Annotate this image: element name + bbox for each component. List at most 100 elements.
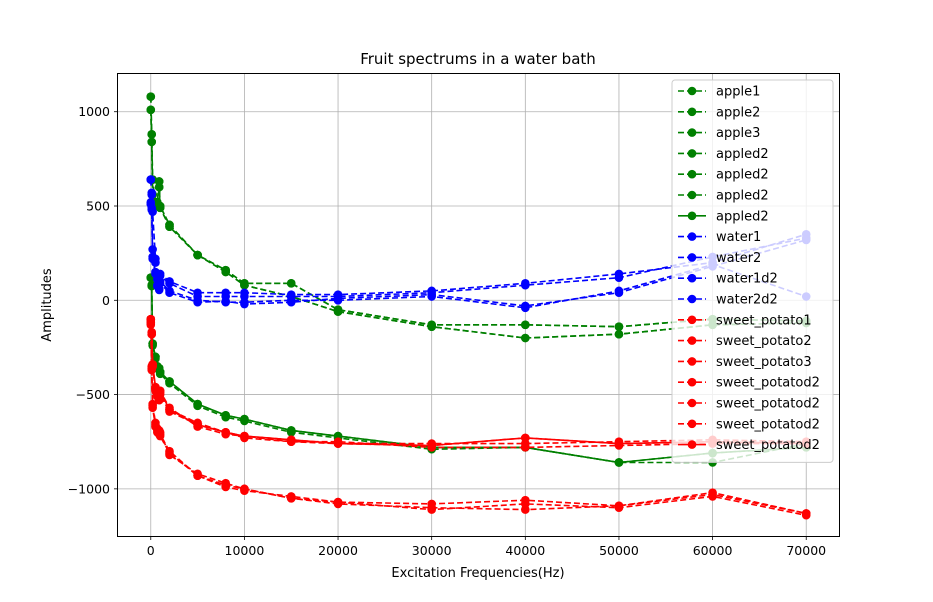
legend-item: sweet_potato1	[678, 313, 812, 328]
data-point	[221, 296, 230, 306]
x-tick-label: 30000	[412, 543, 452, 558]
data-point	[165, 279, 174, 288]
data-point	[240, 280, 249, 290]
data-point	[221, 267, 230, 277]
data-point	[155, 367, 165, 377]
data-point	[221, 478, 230, 488]
x-axis: 0 10000 20000 30000 40000 50000 60000 70000	[147, 536, 826, 558]
y-tick-label: −1000	[68, 481, 110, 496]
legend-marker	[687, 107, 697, 117]
legend-marker	[687, 169, 697, 179]
legend-item: sweet_potatod2	[678, 376, 820, 391]
legend-label: water1	[716, 230, 761, 245]
legend-label: sweet_potatod2	[716, 438, 820, 453]
data-point	[614, 322, 624, 331]
data-point	[147, 130, 157, 139]
x-tick-label: 40000	[505, 543, 545, 558]
data-point	[427, 322, 436, 331]
legend-item: appled2	[678, 209, 769, 224]
data-point	[614, 288, 624, 298]
legend-label: sweet_potatod2	[716, 417, 820, 432]
legend-label: sweet_potato1	[716, 313, 812, 328]
x-tick-label: 70000	[786, 543, 826, 558]
legend-marker	[687, 190, 697, 200]
data-point	[521, 320, 530, 330]
series-sweet_potatod2	[146, 320, 811, 518]
legend-label: appled2	[716, 189, 769, 204]
data-point	[148, 360, 157, 369]
data-point	[801, 509, 811, 518]
data-point	[165, 288, 174, 298]
data-point	[333, 307, 343, 316]
data-point	[193, 297, 202, 307]
legend-label: sweet_potato3	[716, 355, 812, 370]
legend-marker	[687, 128, 697, 137]
legend-item: water2d2	[678, 293, 778, 308]
data-point	[148, 254, 157, 264]
data-point	[147, 190, 157, 199]
data-point	[427, 503, 436, 513]
data-point	[193, 250, 202, 260]
data-point	[521, 505, 530, 514]
data-point	[614, 273, 624, 282]
legend-label: appled2	[716, 147, 769, 162]
legend-marker	[687, 336, 697, 345]
legend-label: sweet_potatod2	[716, 376, 820, 391]
series-line	[150, 179, 807, 298]
data-point	[193, 420, 202, 430]
x-axis-title: Excitation Frequencies(Hz)	[391, 566, 564, 581]
data-point	[151, 269, 160, 279]
legend-item: appled2	[678, 189, 769, 204]
y-tick-label: 1000	[78, 104, 110, 119]
y-tick-label: 0	[102, 293, 110, 308]
data-point	[221, 427, 230, 437]
legend-marker	[687, 315, 697, 325]
chart-title: Fruit spectrums in a water bath	[360, 50, 596, 68]
data-point	[521, 280, 530, 290]
legend-label: water2	[716, 251, 761, 266]
data-point	[240, 484, 249, 494]
data-point	[708, 488, 717, 497]
legend-item: appled2	[678, 168, 769, 183]
legend-label: apple3	[716, 126, 760, 141]
plot-frame	[117, 73, 840, 537]
legend-label: apple1	[716, 85, 760, 100]
data-point	[427, 290, 436, 299]
legend-marker	[687, 398, 697, 408]
legend-marker	[687, 440, 697, 449]
data-point	[427, 441, 436, 450]
data-point	[614, 501, 624, 511]
x-tick-label: 20000	[318, 543, 358, 558]
data-point	[193, 469, 202, 479]
legend-item: water2	[678, 251, 761, 266]
data-point	[521, 301, 530, 311]
data-point	[146, 314, 156, 324]
legend-item: sweet_potato2	[678, 334, 812, 349]
data-point	[614, 329, 624, 339]
data-point	[286, 297, 296, 307]
legend-item: water1	[678, 230, 761, 245]
legend-item: water1d2	[678, 272, 778, 287]
legend-box	[671, 79, 834, 463]
legend-marker	[687, 86, 697, 96]
legend-item: sweet_potatod2	[678, 438, 820, 453]
data-point	[286, 426, 296, 435]
data-point	[193, 399, 202, 409]
legend-marker	[687, 211, 697, 221]
data-point	[521, 433, 530, 443]
data-point	[155, 386, 165, 396]
legend-item: sweet_potatod2	[678, 397, 820, 412]
data-point	[521, 333, 530, 343]
data-point	[521, 443, 530, 452]
data-point	[147, 205, 157, 215]
data-point	[148, 399, 157, 409]
data-point	[221, 411, 230, 420]
legend-label: sweet_potato2	[716, 334, 812, 349]
data-point	[146, 92, 156, 101]
data-point	[151, 352, 160, 362]
x-tick-label: 60000	[693, 543, 733, 558]
legend-item: apple2	[678, 105, 760, 120]
legend-marker	[687, 357, 697, 366]
data-point	[240, 431, 249, 441]
data-point	[614, 458, 624, 467]
